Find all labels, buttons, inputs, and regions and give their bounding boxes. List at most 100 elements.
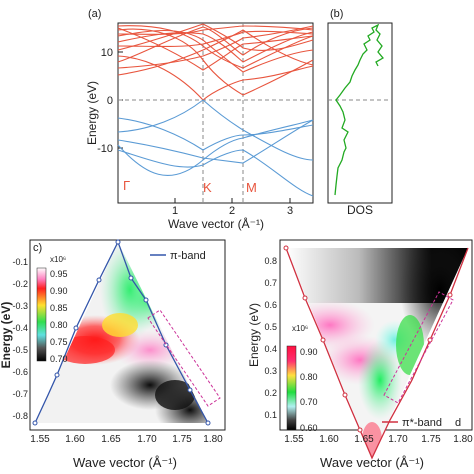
panel-a-frame [117, 22, 314, 204]
band-line [117, 119, 314, 164]
panel-c-y-ticks: -0.1 -0.2 -0.3 -0.4 -0.5 -0.6 -0.7 -0.8 [12, 257, 28, 421]
colorbar-tick: 0.90 [50, 286, 68, 296]
panel-d-y-tick: 0.2 [264, 388, 277, 398]
panel-c-label: c) [33, 242, 42, 254]
band-line [117, 117, 314, 151]
panel-c-legend-label: π-band [170, 250, 206, 262]
colorbar-tick: 0.70 [50, 354, 68, 364]
colorbar-tick: 0.85 [50, 303, 68, 313]
panel-c-y-tick: -0.5 [12, 345, 28, 355]
panel-d-y-tick: 0.4 [264, 344, 277, 354]
k-label: K [203, 180, 212, 195]
panel-d-x-axis-label: Wave vector (Å⁻¹) [320, 455, 424, 470]
panel-b-frame [327, 22, 393, 204]
gamma-label: Γ [123, 178, 130, 193]
panel-d-x-tick: 1.75 [421, 434, 441, 445]
panel-b: (b) DOS [327, 8, 393, 217]
panel-c-x-tick: 1.65 [101, 434, 121, 445]
panel-d: x10⁶ 0.90 0.80 0.70 0.60 0.8 0.7 0.6 0.5… [247, 239, 473, 470]
panel-a-x-tick: 2 [229, 205, 235, 217]
panel-c-x-tick: 1.60 [65, 434, 85, 445]
panel-d-x-tick: 1.80 [453, 434, 473, 445]
panel-c-x-tick: 1.75 [172, 434, 192, 445]
band-line [117, 26, 314, 63]
colorbar-tick: 0.75 [50, 337, 68, 347]
conduction-bands [117, 23, 314, 101]
band-line [117, 31, 314, 63]
valence-bands [117, 99, 314, 197]
panel-d-y-tick: 0.6 [264, 300, 277, 310]
panel-a-y-ticks: 10 0 -10 [97, 47, 123, 155]
panel-c-y-axis-label: Energy (eV) [0, 302, 13, 369]
panel-c-y-tick: -0.1 [12, 257, 28, 267]
panel-d-y-tick: 0.1 [264, 410, 277, 420]
panel-c-colorbar-ticks: 0.95 0.90 0.85 0.80 0.75 0.70 [50, 269, 68, 364]
colorbar-tick: 0.95 [50, 269, 68, 279]
panel-d-highlight-box [383, 291, 454, 404]
band-line [117, 25, 314, 35]
panel-d-y-ticks: 0.8 0.7 0.6 0.5 0.4 0.3 0.2 0.1 [264, 256, 277, 420]
panel-c-x-ticks: 1.55 1.60 1.65 1.70 1.75 1.80 [30, 434, 223, 445]
panel-c-x-tick: 1.55 [30, 434, 50, 445]
panel-a-x-tick: 1 [172, 205, 178, 217]
panel-c-y-tick: -0.4 [12, 323, 28, 333]
panel-d-x-tick: 1.60 [319, 434, 339, 445]
panel-c-x-axis-label: Wave vector (Å⁻¹) [73, 455, 177, 470]
panel-a-y-tick: -10 [97, 143, 113, 155]
symmetry-labels: Γ K M [123, 178, 257, 195]
panel-d-x-tick: 1.65 [354, 434, 374, 445]
panel-a-y-tick: 10 [101, 47, 113, 59]
pi-star-band-line [285, 247, 469, 460]
panel-d-colorbar-ticks: 0.90 0.80 0.70 0.60 [300, 347, 318, 433]
band-line [117, 29, 314, 76]
panel-a-x-tick: 3 [287, 205, 293, 217]
panel-a-x-ticks: 1 2 3 [172, 198, 293, 217]
band-line [117, 149, 314, 197]
panel-a: (a) 10 0 -10 Energy (eV) 1 2 3 Wave vect… [85, 8, 314, 231]
band-line [117, 119, 314, 176]
panel-d-y-axis-label: Energy (eV) [247, 303, 261, 367]
band-line [117, 30, 314, 48]
panel-d-legend-label: π*-band [402, 417, 442, 429]
panel-d-y-tick: 0.7 [264, 278, 277, 288]
panel-c-highlight-box [147, 309, 221, 407]
panel-b-label: (b) [330, 8, 343, 20]
panel-a-x-axis-label: Wave vector (Å⁻¹) [168, 216, 264, 231]
panel-d-label: d [455, 417, 461, 429]
panel-c-y-tick: -0.7 [12, 389, 28, 399]
band-line [117, 99, 314, 161]
panel-c-x-tick: 1.70 [137, 434, 157, 445]
panel-d-y-tick: 0.8 [264, 256, 277, 266]
panel-c-colorbar-scale: x10⁶ [50, 255, 66, 264]
colorbar-tick: 0.90 [300, 347, 318, 357]
panel-a-y-axis-label: Energy (eV) [85, 81, 99, 145]
panel-b-x-axis-label: DOS [347, 203, 373, 217]
panel-c-y-tick: -0.6 [12, 367, 28, 377]
panel-d-x-tick: 1.70 [388, 434, 408, 445]
band-line [117, 25, 314, 69]
band-line [117, 29, 314, 73]
colorbar-tick: 0.60 [300, 423, 318, 433]
panel-d-y-tick: 0.5 [264, 322, 277, 332]
panel-d-colorbar [286, 345, 297, 431]
panel-a-y-tick: 0 [107, 95, 113, 107]
m-label: M [246, 180, 257, 195]
colorbar-tick: 0.80 [300, 372, 318, 382]
panel-c-x-tick: 1.80 [203, 434, 223, 445]
panel-d-x-ticks: 1.55 1.60 1.65 1.70 1.75 1.80 [284, 434, 473, 445]
panel-d-y-tick: 0.3 [264, 366, 277, 376]
panel-d-x-tick: 1.55 [284, 434, 304, 445]
pi-band-markers [32, 239, 211, 426]
pi-star-band-markers [283, 245, 453, 433]
panel-c-frame [29, 239, 226, 431]
band-line [117, 28, 314, 96]
panel-c-y-tick: -0.2 [12, 279, 28, 289]
colorbar-tick: 0.70 [300, 397, 318, 407]
panel-a-label: (a) [88, 8, 101, 20]
panel-c-colorbar [36, 267, 47, 362]
colorbar-tick: 0.80 [50, 320, 68, 330]
panel-c-y-tick: -0.8 [12, 411, 28, 421]
panel-c: c) π-band x10⁶ [0, 239, 226, 470]
panel-c-y-tick: -0.3 [12, 301, 28, 311]
panel-d-colorbar-scale: x10⁶ [292, 324, 308, 333]
